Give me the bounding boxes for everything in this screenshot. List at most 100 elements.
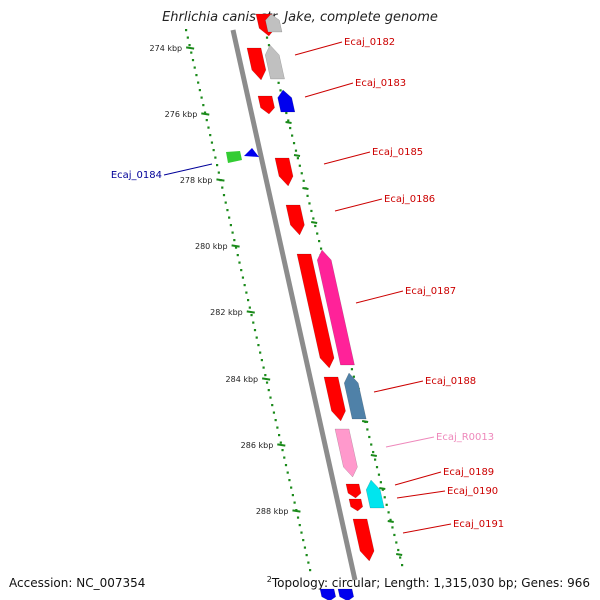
topology-label: Topology: circular; Length: 1,315,030 bp… <box>271 576 590 590</box>
minor-tick <box>396 553 403 556</box>
tick-dot-outer <box>397 548 400 552</box>
tick-dot-outer <box>277 81 280 84</box>
tick-dot-outer <box>379 481 382 484</box>
tick-dot-outer <box>296 157 300 160</box>
leader-line <box>394 471 442 486</box>
minor-tick <box>293 154 301 157</box>
tick-dot-inner <box>296 516 300 519</box>
gene-label-ecaj_0182: Ecaj_0182 <box>344 37 395 48</box>
tick-dot-outer <box>368 435 371 439</box>
cds-arrow <box>257 95 275 115</box>
tick-dot-inner <box>245 291 248 294</box>
leader-line <box>334 198 383 212</box>
tick-dot-inner <box>274 419 277 422</box>
cds-arrow <box>264 44 285 80</box>
major-tick <box>246 310 255 314</box>
tick-dot-outer <box>391 526 394 529</box>
tick-dot-outer <box>401 564 404 567</box>
tick-dot-inner <box>257 344 260 347</box>
tick-dot-inner <box>229 224 232 227</box>
tick-dot-inner <box>236 254 239 257</box>
leader-line <box>373 380 424 393</box>
tick-dot-outer <box>350 368 354 371</box>
tick-dot-outer <box>399 556 402 559</box>
tick-dot-outer <box>319 247 323 250</box>
tick-dot-inner <box>226 209 229 212</box>
leader-line <box>294 41 343 56</box>
tick-dot-inner <box>209 134 212 137</box>
tick-track-inner <box>185 29 312 572</box>
tick-dot-inner <box>240 269 243 272</box>
tick-dot-inner <box>293 501 296 504</box>
tick-dot-outer <box>375 466 379 469</box>
tick-dot-inner <box>276 426 279 429</box>
major-tick <box>216 178 225 182</box>
tick-dot-inner <box>262 366 265 369</box>
tick-dot-outer <box>370 443 373 446</box>
tick-dot-inner <box>271 404 274 407</box>
tick-dot-inner <box>243 284 246 287</box>
minor-tick <box>387 520 394 523</box>
tick-dot-inner <box>214 156 217 159</box>
tick-dot-outer <box>395 541 398 544</box>
tick-dot-inner <box>265 381 269 384</box>
tick-label: 288 kbp <box>256 507 289 516</box>
tick-dot-outer <box>385 503 388 506</box>
tick-dot-inner <box>212 149 215 152</box>
tick-dot-outer <box>298 164 301 167</box>
tick-dot-outer <box>393 533 396 537</box>
tick-dot-inner <box>264 374 267 377</box>
tick-label: 286 kbp <box>241 441 274 450</box>
minor-tick <box>302 187 309 190</box>
cds-arrow <box>337 588 355 600</box>
tick-dot-inner <box>222 194 226 197</box>
tick-dot-inner <box>195 74 198 77</box>
tick-dot-inner <box>190 51 193 54</box>
cds-arrow <box>352 518 375 562</box>
tick-dot-inner <box>200 96 203 99</box>
minor-tick <box>311 221 318 224</box>
tick-dot-inner <box>284 464 288 467</box>
tick-dot-inner <box>305 554 308 557</box>
tick-label: 278 kbp <box>180 176 213 185</box>
tick-dot-inner <box>228 216 231 219</box>
tick-label: 274 kbp <box>150 44 183 53</box>
tick-dot-inner <box>250 314 253 317</box>
leader-line <box>304 82 354 98</box>
gene-label-ecaj_0190: Ecaj_0190 <box>447 486 498 497</box>
tick-dot-inner <box>191 59 195 62</box>
major-tick <box>231 244 240 248</box>
tick-dot-outer <box>372 450 375 454</box>
accession-text: Accession: NC_007354 <box>9 576 146 590</box>
tick-dot-inner <box>253 329 257 332</box>
cds-arrow <box>345 483 362 499</box>
tick-labels: 274 kbp 276 kbp 278 kbp 280 kbp 282 kbp 284 k… <box>150 44 289 516</box>
tick-dot-inner <box>252 321 255 324</box>
gene-label-ecaj_0189: Ecaj_0189 <box>443 467 494 478</box>
tick-dot-outer <box>300 172 303 175</box>
gene-label-ecaj_0186: Ecaj_0186 <box>384 194 435 205</box>
leader-line <box>323 151 371 165</box>
minor-tick <box>370 454 377 457</box>
tick-dot-outer <box>310 209 313 213</box>
map-title: Ehrlichia canis str. Jake, complete geno… <box>162 10 438 25</box>
tick-dot-outer <box>316 232 319 235</box>
tick-dot-outer <box>366 428 369 431</box>
tick-dot-inner <box>300 531 303 534</box>
gene-labels: Ecaj_0182 Ecaj_0183 Ecaj_0184 Ecaj_0185 Ecaj… <box>111 37 504 530</box>
tick-dot-inner <box>186 36 189 39</box>
tick-label: 282 kbp <box>210 308 243 317</box>
tick-dot-inner <box>286 471 289 474</box>
tick-dot-inner <box>238 261 241 264</box>
tick-dot-inner <box>193 66 196 69</box>
cds-arrow <box>274 157 294 187</box>
leader-line <box>396 490 446 499</box>
minor-tick <box>285 121 292 124</box>
major-tick <box>261 377 271 381</box>
cds-arrow <box>319 588 337 600</box>
tick-dot-inner <box>255 336 258 339</box>
cds-arrow <box>316 249 355 366</box>
tick-dot-outer <box>291 134 294 137</box>
cds-arrow <box>265 13 283 33</box>
